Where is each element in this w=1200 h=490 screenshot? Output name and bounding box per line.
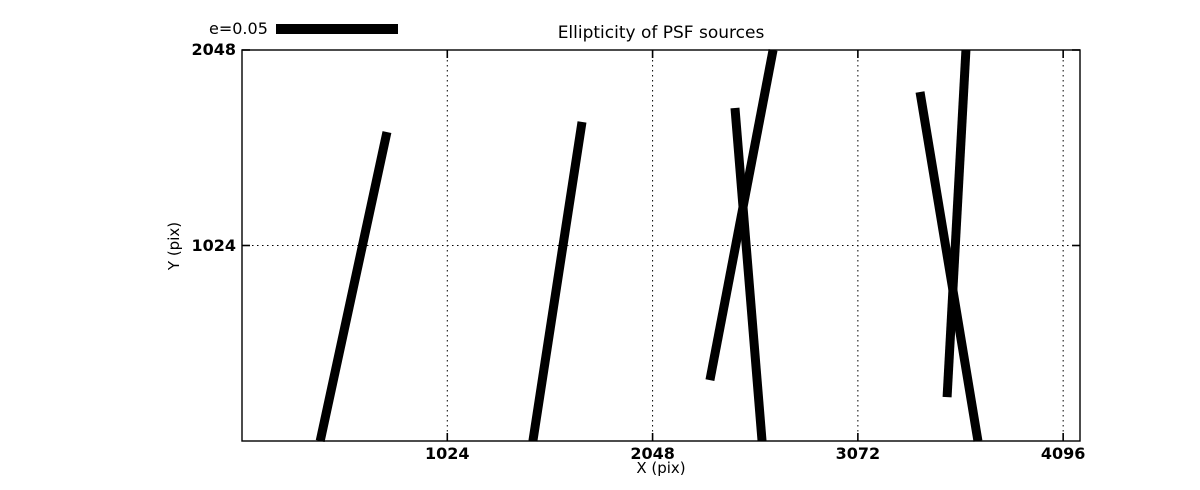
y-axis-label: Y (pix): [165, 221, 183, 271]
ellipticity-stick: [915, 91, 983, 442]
legend-scale-bar: [275, 23, 398, 34]
y-tick-label: 1024: [191, 235, 236, 255]
x-tick-label: 4096: [1040, 444, 1086, 463]
ellipticity-stick: [315, 131, 392, 442]
x-tick-label: 3072: [835, 444, 881, 463]
ellipticity-stick: [528, 121, 587, 442]
x-tick-label: 2048: [630, 444, 675, 463]
ellipticity-stick: [942, 49, 971, 398]
y-tick-label: 2048: [191, 40, 236, 59]
x-axis-label: X (pix): [636, 459, 686, 477]
axes-frame: [241, 49, 1081, 442]
ellipticity-stick: [730, 107, 767, 442]
legend-label: e=0.05: [209, 19, 268, 38]
legend: e=0.05: [209, 19, 398, 38]
chart-title: Ellipticity of PSF sources: [557, 23, 765, 43]
x-tick-label: 1024: [425, 444, 470, 463]
